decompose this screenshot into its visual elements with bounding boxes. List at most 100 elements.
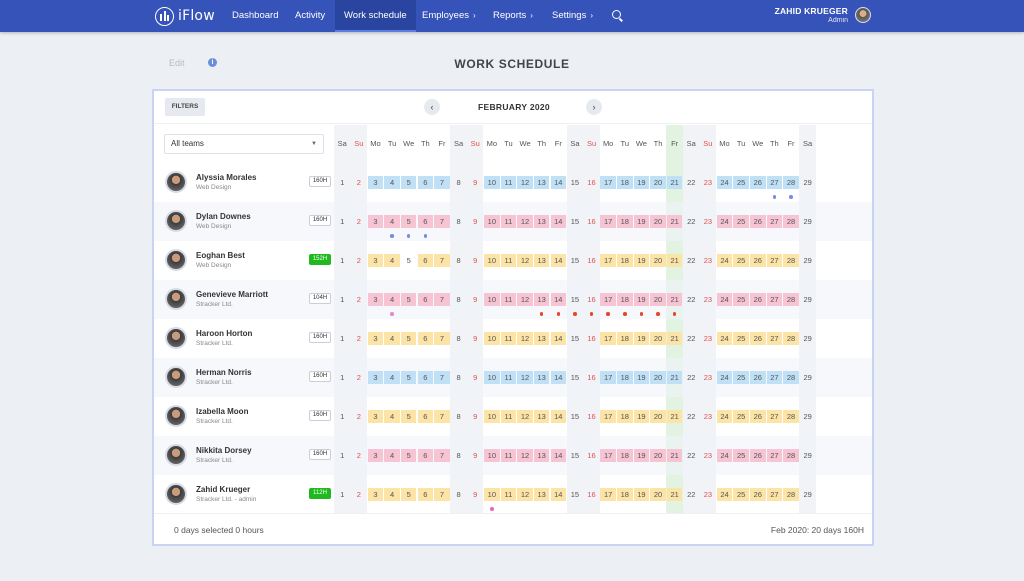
schedule-cell-work[interactable]: 25 <box>733 371 749 384</box>
event-dot[interactable] <box>406 234 411 238</box>
employee-name[interactable]: Zahid Krueger <box>196 485 251 494</box>
schedule-cell-work[interactable]: 13 <box>533 254 550 267</box>
schedule-cell-work[interactable]: 19 <box>633 293 650 306</box>
schedule-cell-off[interactable]: 5 <box>406 256 411 265</box>
nav-item-activity[interactable]: Activity <box>295 0 325 32</box>
schedule-cell-off[interactable]: 1 <box>340 334 345 343</box>
schedule-cell-work[interactable]: 7 <box>434 254 450 267</box>
schedule-cell-off[interactable]: 16 <box>587 334 596 343</box>
schedule-cell-off[interactable]: 1 <box>340 256 345 265</box>
schedule-cell-work[interactable]: 7 <box>434 449 450 462</box>
schedule-cell-work[interactable]: 5 <box>400 410 417 423</box>
schedule-cell-work[interactable]: 17 <box>600 371 616 384</box>
schedule-cell-off[interactable]: 22 <box>687 451 696 460</box>
schedule-cell-off[interactable]: 23 <box>703 412 713 421</box>
schedule-cell-work[interactable]: 6 <box>417 410 434 423</box>
schedule-cell-work[interactable]: 25 <box>733 488 749 501</box>
employee-name[interactable]: Nikkita Dorsey <box>196 446 252 455</box>
schedule-cell-work[interactable]: 25 <box>733 215 749 228</box>
schedule-cell-off[interactable]: 16 <box>587 373 596 382</box>
schedule-cell-off[interactable]: 8 <box>456 217 461 226</box>
schedule-cell-work[interactable]: 14 <box>550 293 567 306</box>
schedule-cell-work[interactable]: 6 <box>417 215 434 228</box>
schedule-cell-off[interactable]: 2 <box>356 334 361 343</box>
schedule-cell-off[interactable]: 9 <box>473 295 478 304</box>
schedule-cell-work[interactable]: 24 <box>716 332 733 345</box>
schedule-cell-off[interactable]: 8 <box>456 412 461 421</box>
schedule-cell-off[interactable]: 23 <box>703 451 713 460</box>
schedule-cell-work[interactable]: 25 <box>733 293 749 306</box>
schedule-cell-off[interactable]: 22 <box>687 412 696 421</box>
schedule-cell-work[interactable]: 21 <box>666 410 683 423</box>
schedule-cell-off[interactable]: 8 <box>456 373 461 382</box>
schedule-cell-off[interactable]: 23 <box>703 490 713 499</box>
schedule-cell-off[interactable]: 2 <box>356 178 361 187</box>
schedule-cell-work[interactable]: 14 <box>550 332 567 345</box>
schedule-cell-off[interactable]: 29 <box>803 217 812 226</box>
employee-name[interactable]: Eoghan Best <box>196 251 245 260</box>
user-avatar[interactable] <box>855 7 871 23</box>
schedule-cell-off[interactable]: 15 <box>570 256 580 265</box>
schedule-cell-off[interactable]: 8 <box>456 295 461 304</box>
schedule-cell-work[interactable]: 13 <box>533 332 550 345</box>
schedule-cell-off[interactable]: 9 <box>473 217 478 226</box>
schedule-cell-work[interactable]: 4 <box>384 371 400 384</box>
schedule-cell-work[interactable]: 18 <box>617 293 633 306</box>
schedule-cell-work[interactable]: 27 <box>766 449 783 462</box>
schedule-cell-work[interactable]: 18 <box>617 332 633 345</box>
search-icon[interactable] <box>612 10 621 19</box>
event-dot[interactable] <box>789 195 793 199</box>
schedule-cell-work[interactable]: 10 <box>484 371 500 384</box>
schedule-cell-work[interactable]: 28 <box>783 449 799 462</box>
schedule-cell-work[interactable]: 11 <box>500 332 517 345</box>
schedule-cell-work[interactable]: 10 <box>484 410 500 423</box>
schedule-cell-work[interactable]: 20 <box>650 332 666 345</box>
schedule-cell-off[interactable]: 29 <box>803 373 812 382</box>
event-dot[interactable] <box>539 312 544 316</box>
avatar[interactable] <box>165 210 187 232</box>
employee-name[interactable]: Herman Norris <box>196 368 252 377</box>
schedule-cell-work[interactable]: 4 <box>384 176 400 189</box>
schedule-cell-off[interactable]: 2 <box>356 373 361 382</box>
schedule-cell-work[interactable]: 12 <box>517 176 533 189</box>
prev-month-button[interactable]: ‹ <box>424 99 440 115</box>
schedule-cell-work[interactable]: 20 <box>650 488 666 501</box>
filters-button[interactable]: FILTERS <box>165 98 205 116</box>
schedule-cell-off[interactable]: 16 <box>587 178 596 187</box>
schedule-cell-work[interactable]: 19 <box>633 176 650 189</box>
schedule-cell-work[interactable]: 4 <box>384 293 400 306</box>
schedule-cell-work[interactable]: 7 <box>434 332 450 345</box>
schedule-cell-off[interactable]: 22 <box>687 373 696 382</box>
schedule-cell-work[interactable]: 21 <box>666 449 683 462</box>
schedule-cell-work[interactable]: 3 <box>367 254 384 267</box>
schedule-cell-work[interactable]: 13 <box>533 449 550 462</box>
schedule-cell-off[interactable]: 2 <box>356 490 361 499</box>
schedule-cell-work[interactable]: 6 <box>417 332 434 345</box>
schedule-cell-work[interactable]: 10 <box>484 449 500 462</box>
schedule-cell-off[interactable]: 29 <box>803 412 812 421</box>
event-dot[interactable] <box>672 312 677 316</box>
schedule-cell-work[interactable]: 20 <box>650 254 666 267</box>
schedule-cell-work[interactable]: 21 <box>666 293 683 306</box>
schedule-cell-off[interactable]: 2 <box>356 451 361 460</box>
schedule-cell-work[interactable]: 26 <box>750 215 766 228</box>
app-logo[interactable]: iFlow <box>155 6 215 26</box>
schedule-cell-work[interactable]: 26 <box>750 449 766 462</box>
schedule-cell-work[interactable]: 5 <box>400 371 417 384</box>
team-filter-select[interactable]: All teams ▼ <box>164 134 324 154</box>
schedule-cell-work[interactable]: 5 <box>400 176 417 189</box>
employee-name[interactable]: Izabella Moon <box>196 407 249 416</box>
schedule-cell-work[interactable]: 24 <box>716 488 733 501</box>
info-icon[interactable]: i <box>208 58 217 67</box>
nav-item-employees[interactable]: Employees › <box>422 0 476 32</box>
schedule-cell-off[interactable]: 16 <box>587 217 596 226</box>
schedule-cell-work[interactable]: 11 <box>500 488 517 501</box>
schedule-cell-work[interactable]: 7 <box>434 488 450 501</box>
schedule-cell-work[interactable]: 7 <box>434 293 450 306</box>
schedule-cell-work[interactable]: 26 <box>750 332 766 345</box>
nav-item-dashboard[interactable]: Dashboard <box>232 0 278 32</box>
schedule-cell-work[interactable]: 10 <box>484 254 500 267</box>
schedule-cell-off[interactable]: 1 <box>340 217 345 226</box>
schedule-cell-off[interactable]: 15 <box>570 217 580 226</box>
schedule-cell-work[interactable]: 14 <box>550 215 567 228</box>
